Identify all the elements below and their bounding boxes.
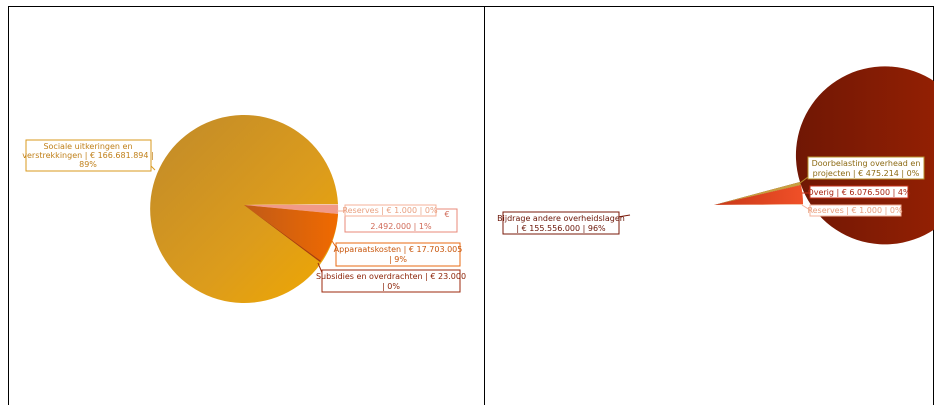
label-subsidies-line1: Subsidies en overdrachten | € 23.000 — [316, 272, 466, 281]
label-hidden-euro: € — [444, 210, 449, 219]
leader-line-apparaatskosten — [329, 237, 337, 248]
label-doorbelasting-line2: projecten | € 475.214 | 0% — [813, 169, 920, 178]
label-sociale-percent: 89% — [79, 160, 97, 169]
svg-text:Sociale uitkeringen en: Sociale uitkeringen en — [43, 142, 132, 151]
leader-line-reserves-right — [801, 204, 811, 211]
leader-line-bijdrage — [617, 214, 631, 218]
label-overig: Overig | € 6.076.500 | 4% — [807, 185, 911, 199]
pie-slice-subsidies — [244, 205, 321, 262]
pie-chart-left — [150, 114, 339, 303]
pie-chart-right — [714, 66, 934, 245]
label-bijdrage-line1: Bijdrage andere overheidslagen — [497, 214, 625, 223]
pie-slice-sociale-uitkeringen — [150, 114, 338, 303]
label-doorbelasting: Doorbelasting overhead en projecten | € … — [807, 156, 925, 180]
pie-slice-overig — [714, 185, 804, 205]
pie-slice-reserves-right — [714, 204, 804, 205]
label-subsidies: Subsidies en overdrachten | € 23.000 | 0… — [316, 269, 466, 293]
pie-slice-bijdrage — [714, 66, 934, 245]
table-left-border — [8, 6, 9, 405]
label-bijdrage-line2: | € 155.556.000 | 96% — [516, 224, 606, 233]
label-reserves-left: Reserves | € 1.000 | 0% — [342, 204, 438, 217]
label-reserves-right: Reserves | € 1.000 | 0% — [807, 204, 903, 217]
pie-slice-2492000 — [244, 205, 339, 214]
pie-slice-reserves-left — [244, 204, 339, 205]
pie-slice-apparaatskosten — [244, 205, 338, 261]
label-overig-text: Overig | € 6.076.500 | 4% — [807, 188, 911, 197]
label-sociale-uitkeringen: Sociale uitkeringen en verstrekkingen | … — [22, 139, 154, 172]
label-apparaatskosten-line1: Apparaatskosten | € 17.703.005 — [334, 245, 463, 254]
table-top-border — [8, 6, 934, 7]
table-middle-border — [484, 6, 485, 405]
label-reserves-left-text: Reserves | € 1.000 | 0% — [342, 206, 438, 215]
label-2492000-text: 2.492.000 | 1% — [370, 222, 432, 231]
label-apparaatskosten: Apparaatskosten | € 17.703.005 | 9% — [334, 242, 463, 267]
label-subsidies-line2: | 0% — [382, 282, 400, 291]
label-reserves-right-text: Reserves | € 1.000 | 0% — [807, 206, 903, 215]
pie-slice-doorbelasting — [714, 182, 801, 205]
label-bijdrage: Bijdrage andere overheidslagen | € 155.5… — [497, 211, 625, 235]
label-apparaatskosten-line2: | 9% — [389, 255, 407, 264]
label-doorbelasting-line1: Doorbelasting overhead en — [812, 159, 921, 168]
svg-text:verstrekkingen | € 166.681.894: verstrekkingen | € 166.681.894 | — [22, 151, 153, 160]
leader-line-doorbelasting — [799, 176, 809, 184]
